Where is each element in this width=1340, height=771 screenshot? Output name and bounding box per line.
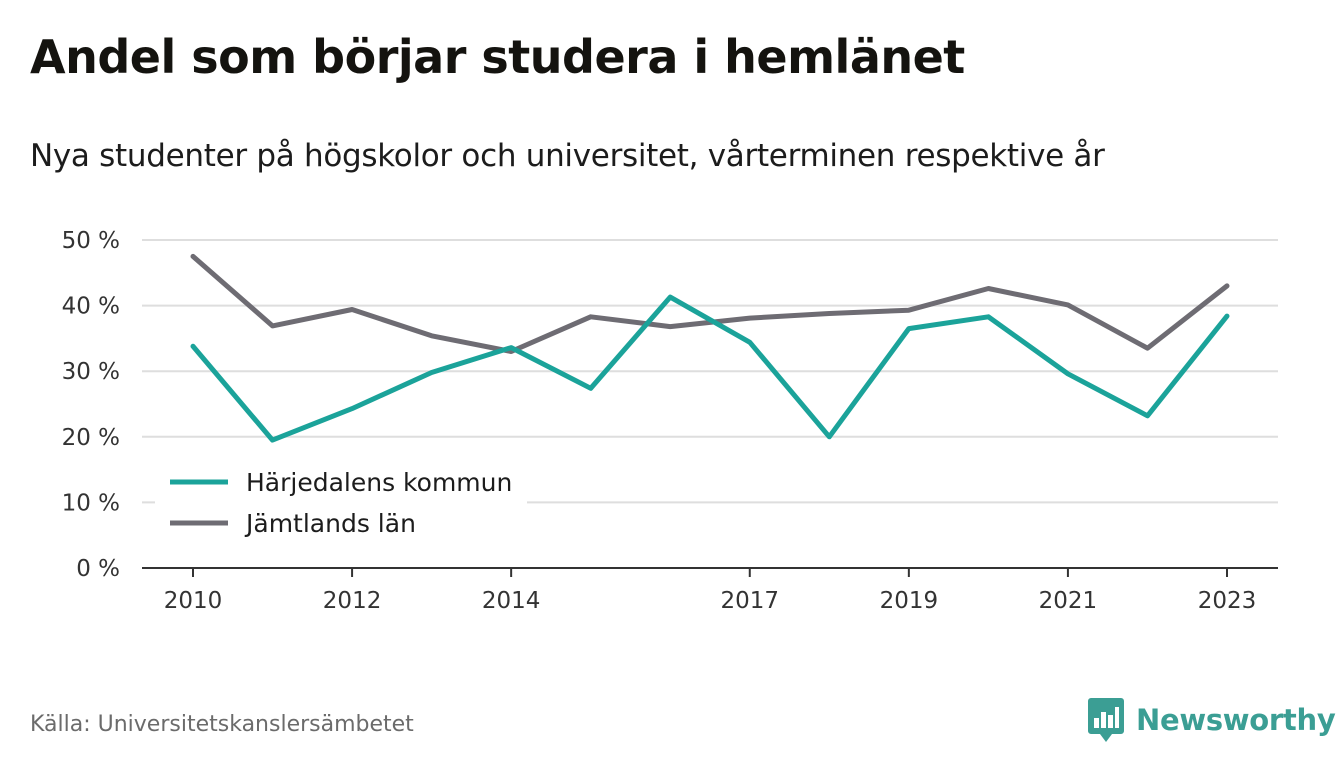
x-tick-label: 2021 <box>1039 588 1098 614</box>
y-tick-label: 30 % <box>62 359 120 385</box>
legend-background <box>155 458 527 550</box>
chart-title: Andel som börjar studera i hemlänet <box>30 30 965 84</box>
y-tick-label: 0 % <box>76 556 120 582</box>
y-tick-label: 10 % <box>62 490 120 516</box>
legend-label: Härjedalens kommun <box>246 468 512 497</box>
newsworthy-logo-icon <box>1088 698 1124 742</box>
brand-name: Newsworthy <box>1136 703 1336 737</box>
legend: Härjedalens kommun Jämtlands län <box>155 458 527 550</box>
series-lines <box>190 253 1230 443</box>
legend-label: Jämtlands län <box>244 509 416 538</box>
gridlines: 0 % 10 % 20 % 30 % 40 % 50 % <box>62 228 1278 582</box>
brand-logo: Newsworthy <box>1088 698 1336 742</box>
x-tick-label: 2019 <box>880 588 939 614</box>
chart-subtitle: Nya studenter på högskolor och universit… <box>30 138 1105 174</box>
x-tick-label: 2014 <box>482 588 541 614</box>
y-tick-label: 40 % <box>62 294 120 320</box>
x-tick-label: 2017 <box>720 588 779 614</box>
series-line <box>190 253 1230 354</box>
x-axis: 2010 2012 2014 2017 2019 2021 2023 <box>142 567 1278 614</box>
x-tick-label: 2023 <box>1198 588 1257 614</box>
y-tick-label: 20 % <box>62 425 120 451</box>
series-line <box>190 294 1230 443</box>
source-note: Källa: Universitetskanslersämbetet <box>30 712 414 737</box>
y-tick-label: 50 % <box>62 228 120 254</box>
x-tick-label: 2012 <box>323 588 382 614</box>
x-tick-label: 2010 <box>164 588 223 614</box>
